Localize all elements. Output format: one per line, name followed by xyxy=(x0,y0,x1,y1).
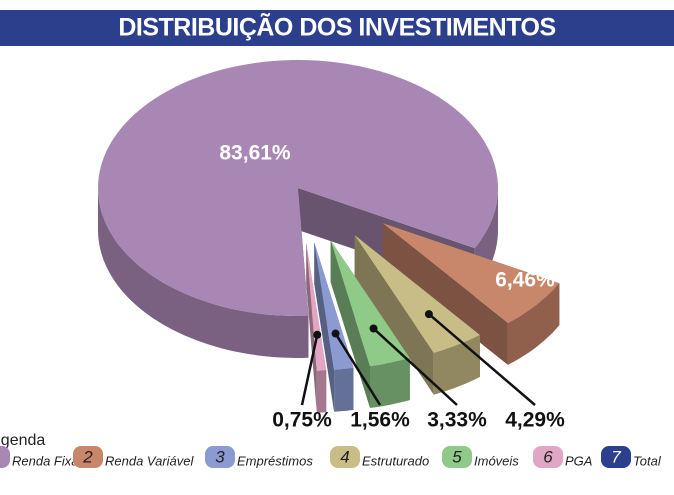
legend-label: Imóveis xyxy=(474,453,519,468)
legend-badge xyxy=(601,446,631,468)
slice xyxy=(382,223,560,323)
legend-badge xyxy=(73,446,103,468)
value-label: 83,61% xyxy=(219,142,291,165)
slice xyxy=(314,242,354,370)
leader-line xyxy=(372,327,458,406)
title-bar xyxy=(0,10,674,46)
leader-line xyxy=(428,313,536,406)
value-label: 1,56% xyxy=(350,409,410,432)
slice-side xyxy=(314,242,335,412)
legend-number: 7 xyxy=(611,447,621,466)
chart-title: DISTRIBUIÇÃO DOS INVESTIMENTOS xyxy=(118,12,555,42)
leader-line xyxy=(334,332,382,406)
legend-badge xyxy=(205,446,235,468)
leader-line xyxy=(300,334,319,406)
legend-label: Renda Variável xyxy=(105,453,195,468)
slice xyxy=(330,240,410,366)
leader-dot xyxy=(424,310,433,319)
slice-wall xyxy=(370,358,410,408)
value-label: 0,75% xyxy=(272,409,332,432)
legend-number: 6 xyxy=(543,447,553,466)
legend-label: PGA xyxy=(565,453,592,468)
slice-side xyxy=(354,235,434,395)
legend-badge xyxy=(0,446,10,468)
slice xyxy=(306,242,327,371)
leader-dot xyxy=(313,330,322,339)
value-label: 4,29% xyxy=(505,409,565,432)
legend-label: Renda Fixa xyxy=(12,453,78,468)
slice-side xyxy=(306,242,317,413)
legend-label: Estruturado xyxy=(362,453,429,468)
legend-badge xyxy=(533,446,563,468)
legend-label: Empréstimos xyxy=(237,453,313,468)
value-label: 6,46% xyxy=(495,269,555,292)
legend-label: Total xyxy=(633,453,662,468)
slice-wall xyxy=(433,335,480,395)
legend-badge xyxy=(442,446,472,468)
value-label: 3,33% xyxy=(427,409,487,432)
slice xyxy=(354,235,480,353)
legend-number: 5 xyxy=(452,447,462,466)
legend-title: Legenda xyxy=(0,432,45,449)
slice xyxy=(98,60,498,316)
slice-side xyxy=(330,240,370,408)
legend-number: 4 xyxy=(340,447,349,466)
slice-wall xyxy=(98,188,309,358)
legend-number: 3 xyxy=(215,447,225,466)
leader-dot xyxy=(369,324,378,333)
slice-side xyxy=(382,223,508,365)
slice-wall xyxy=(316,370,327,413)
slice-wall xyxy=(507,283,560,365)
slice-wall xyxy=(334,367,354,412)
leader-dot xyxy=(331,329,340,338)
legend-badge xyxy=(330,446,360,468)
legend-number: 2 xyxy=(82,447,93,466)
